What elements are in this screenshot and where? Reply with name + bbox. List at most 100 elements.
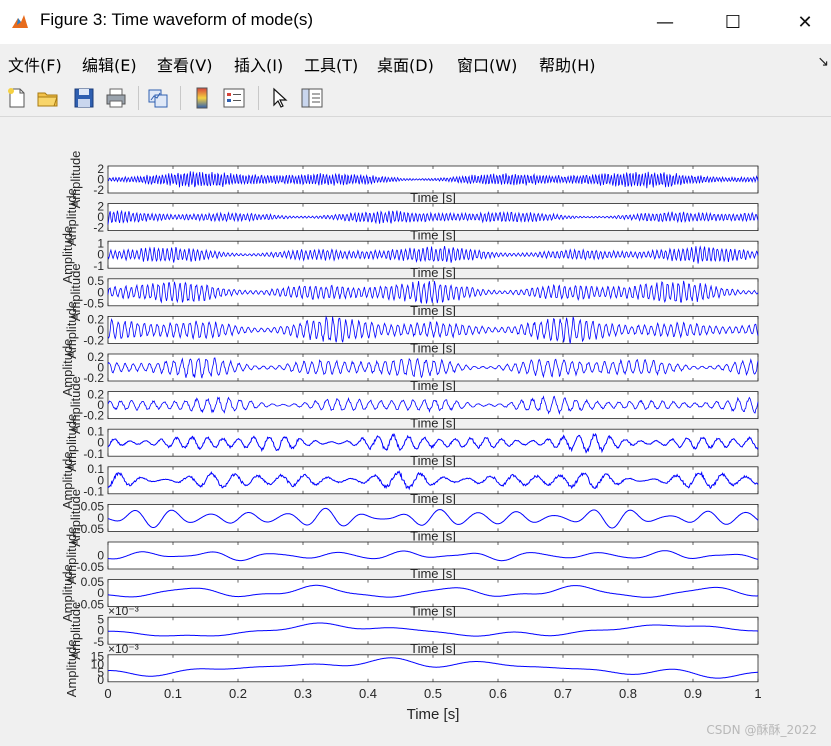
waveform-line: [107, 432, 759, 454]
y-tick-label: -0.1: [83, 485, 104, 499]
matlab-logo-icon: [12, 15, 28, 28]
y-tick-label: 0: [97, 511, 104, 525]
y-tick-label: -1: [93, 259, 104, 273]
y-tick-label: 0: [97, 210, 104, 224]
y-tick-label: 0: [97, 624, 104, 638]
y-tick-label: -0.05: [77, 560, 105, 574]
y-tick-label: 5: [97, 612, 104, 626]
y-axis-label: Amplitude: [68, 263, 83, 321]
exponent-label: ×10⁻³: [108, 642, 139, 656]
y-tick-label: 0: [97, 361, 104, 375]
window-title: Figure 3: Time waveform of mode(s): [40, 10, 314, 29]
waveform-line: [107, 622, 758, 637]
menu-view[interactable]: 查看(V): [157, 56, 213, 75]
figure-canvas: 2 0 -2 Amplitude Time [s] 2 0 -2 Amplitude Time […: [0, 117, 831, 746]
y-tick-label: 0: [97, 248, 104, 262]
y-axis-label: Amplitude: [60, 226, 75, 284]
y-axis-label: Amplitude: [68, 151, 83, 209]
x-axis-label: Time [s]: [410, 340, 456, 355]
y-axis-label: Amplitude: [60, 451, 75, 509]
y-tick-label: 10: [91, 657, 105, 671]
y-tick-label: -0.1: [83, 447, 104, 461]
waveform-line: [107, 395, 759, 415]
menu-file[interactable]: 文件(F): [8, 56, 62, 75]
y-tick-label: -0.05: [77, 522, 105, 536]
x-axis-label: Time [s]: [410, 228, 456, 243]
minimize-button[interactable]: —: [650, 8, 680, 36]
y-tick-label: 0.2: [87, 313, 104, 327]
waveform-line: [107, 507, 759, 529]
y-axis-label: Amplitude: [64, 639, 79, 697]
menu-insert[interactable]: 插入(I): [234, 56, 284, 75]
x-tick-label: 0.2: [229, 686, 247, 701]
waveform-line: [108, 657, 758, 679]
colorbar-icon[interactable]: [190, 86, 214, 110]
y-tick-label: -5: [93, 635, 104, 649]
waveform-line: [107, 357, 759, 379]
x-tick-label: 0.5: [424, 686, 442, 701]
y-tick-label: 0.05: [81, 500, 105, 514]
print-icon[interactable]: [104, 86, 128, 110]
x-axis-label: Time [s]: [410, 566, 456, 581]
new-file-icon[interactable]: [5, 86, 29, 110]
close-button[interactable]: ✕: [790, 8, 820, 36]
menu-window[interactable]: 窗口(W): [457, 56, 518, 75]
x-tick-label: 0.8: [619, 686, 637, 701]
y-tick-label: -0.2: [83, 408, 104, 422]
x-tick-label: 0.6: [489, 686, 507, 701]
x-tick-label: 1: [754, 686, 761, 701]
y-tick-label: 0: [97, 173, 104, 187]
menu-edit[interactable]: 编辑(E): [82, 56, 137, 75]
x-axis-label: Time [s]: [410, 453, 456, 468]
waveform-line: [108, 171, 759, 189]
maximize-button[interactable]: ☐: [718, 8, 748, 36]
y-tick-label: -2: [93, 183, 104, 197]
y-tick-label: 0.1: [87, 462, 104, 476]
subplot-axes: [107, 315, 759, 344]
subplot-axes: [107, 353, 759, 382]
x-axis-label: Time [s]: [410, 265, 456, 280]
y-tick-label: 0.2: [87, 388, 104, 402]
property-inspector-icon[interactable]: [300, 86, 324, 110]
x-axis-label: Time [s]: [410, 416, 456, 431]
y-tick-label: 0: [97, 549, 104, 563]
x-axis-label: Time [s]: [410, 378, 456, 393]
menu-desktop[interactable]: 桌面(D): [377, 56, 434, 75]
y-tick-label: -0.05: [77, 597, 105, 611]
y-axis-label: Amplitude: [68, 602, 83, 660]
subplot-axes: [107, 503, 759, 532]
x-axis-label: Time [s]: [410, 491, 456, 506]
y-tick-label: 0: [97, 285, 104, 299]
menu-tools[interactable]: 工具(T): [304, 56, 359, 75]
waveform-line: [107, 550, 759, 562]
y-axis-label: Amplitude: [64, 301, 79, 359]
y-tick-label: 0.1: [87, 424, 104, 438]
x-tick-label: 0.4: [359, 686, 377, 701]
x-axis-title: Time [s]: [407, 706, 460, 723]
y-tick-label: -0.2: [83, 333, 104, 347]
y-axis-label: Amplitude: [64, 414, 79, 472]
exponent-label: ×10⁻³: [108, 604, 139, 618]
link-plot-icon[interactable]: [146, 86, 170, 110]
y-axis-label: Amplitude: [68, 376, 83, 434]
open-folder-icon[interactable]: [36, 86, 60, 110]
y-axis-label: Amplitude: [60, 564, 75, 622]
y-axis-label: Amplitude: [60, 339, 75, 397]
toolbar-separator: [138, 86, 139, 110]
save-icon[interactable]: [72, 86, 96, 110]
subplot-axes: [107, 203, 759, 231]
x-axis-label: Time [s]: [410, 303, 456, 318]
y-tick-label: 2: [97, 200, 104, 214]
y-tick-label: 0.05: [81, 575, 105, 589]
pointer-icon[interactable]: [268, 86, 292, 110]
dock-arrow-icon[interactable]: ↘: [817, 54, 829, 70]
subplot-axes: [107, 616, 759, 645]
waveform-line: [107, 280, 759, 304]
y-tick-label: 15: [91, 649, 105, 663]
subplot-axes: [107, 579, 759, 608]
menu-help[interactable]: 帮助(H): [539, 56, 596, 75]
legend-icon[interactable]: [222, 86, 246, 110]
x-axis-label: Time [s]: [410, 604, 456, 619]
y-tick-label: 0: [97, 673, 104, 687]
